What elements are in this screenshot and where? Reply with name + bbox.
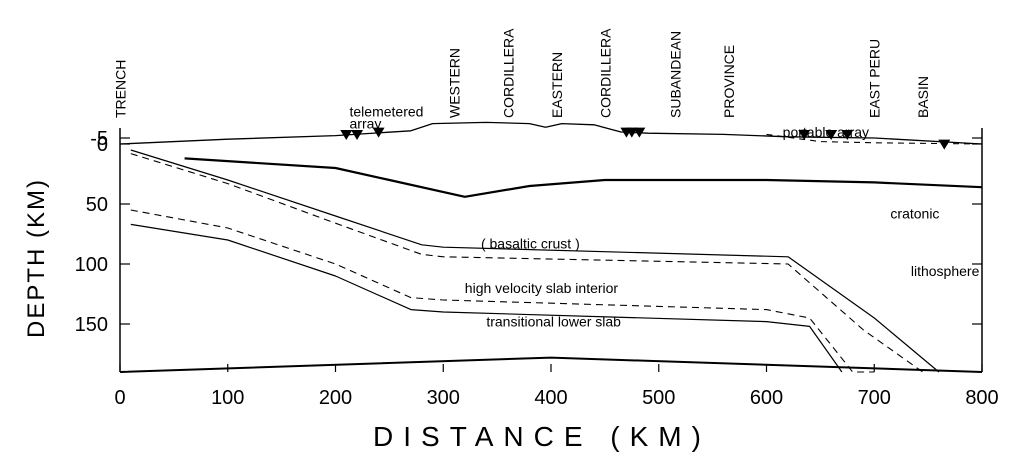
station-triangle	[625, 127, 638, 138]
x-tick-label: 0	[114, 387, 125, 409]
line-basin-dashed	[766, 133, 983, 145]
region-label: PROVINCE	[721, 45, 737, 118]
line-slab-lower-dashed	[130, 209, 875, 373]
region-label: CORDILLERA	[500, 28, 516, 118]
line-topography	[119, 121, 983, 145]
y-tick-label: 150	[75, 314, 108, 336]
station-triangle	[372, 127, 385, 138]
station-triangle	[841, 130, 854, 140]
x-tick-label: 800	[965, 387, 998, 409]
station-triangle	[825, 130, 838, 140]
x-tick-label: 500	[642, 387, 675, 409]
annotation-text: portable array	[783, 124, 869, 140]
line-bottom-boundary	[119, 356, 983, 373]
region-label: EASTERN	[549, 52, 565, 118]
y-tick-label: 0	[97, 134, 108, 156]
annotation-text: lithosphere	[911, 263, 980, 279]
x-tick-label: 600	[750, 387, 783, 409]
line-slab-top	[130, 149, 940, 373]
x-axis-title: DISTANCE (KM)	[373, 421, 711, 452]
station-triangle	[633, 127, 646, 138]
y-tick-label: -5	[90, 128, 108, 150]
x-tick-label: 700	[858, 387, 891, 409]
station-triangle	[798, 130, 811, 140]
x-tick-label: 100	[211, 387, 244, 409]
y-tick-label: 50	[86, 194, 108, 216]
axes-frame	[119, 128, 983, 372]
annotation-labels: TRENCH WESTERN CORDILLERA EASTERN CORDILLERA…	[112, 28, 979, 330]
x-tick-label: 300	[427, 387, 460, 409]
region-label: BASIN	[915, 76, 931, 118]
region-label: CORDILLERA	[597, 28, 613, 118]
line-slab-bottom	[130, 223, 843, 373]
x-tick-label: 200	[319, 387, 352, 409]
annotation-text: ( basaltic crust )	[481, 236, 580, 252]
station-triangle	[938, 139, 951, 150]
station-triangle	[340, 130, 353, 140]
seismic-stations	[340, 127, 951, 150]
geologic-profile	[119, 121, 983, 373]
annotation-text: array	[350, 116, 382, 132]
station-triangle	[351, 130, 364, 140]
annotation-text: high velocity slab interior	[465, 280, 619, 296]
region-label: SUBANDEAN	[667, 31, 683, 118]
x-tick-label: 400	[534, 387, 567, 409]
y-axis-title: DEPTH (KM)	[23, 178, 50, 338]
annotation-text: cratonic	[890, 206, 939, 222]
region-label: WESTERN	[446, 48, 462, 118]
region-label: EAST PERU	[867, 39, 883, 118]
y-tick-label: 100	[75, 254, 108, 276]
annotation-text: telemetered	[350, 104, 424, 120]
region-label: TRENCH	[112, 60, 128, 118]
annotation-text: transitional lower slab	[486, 314, 621, 330]
line-slab-top-dashed	[130, 153, 924, 373]
line-moho	[184, 157, 983, 198]
